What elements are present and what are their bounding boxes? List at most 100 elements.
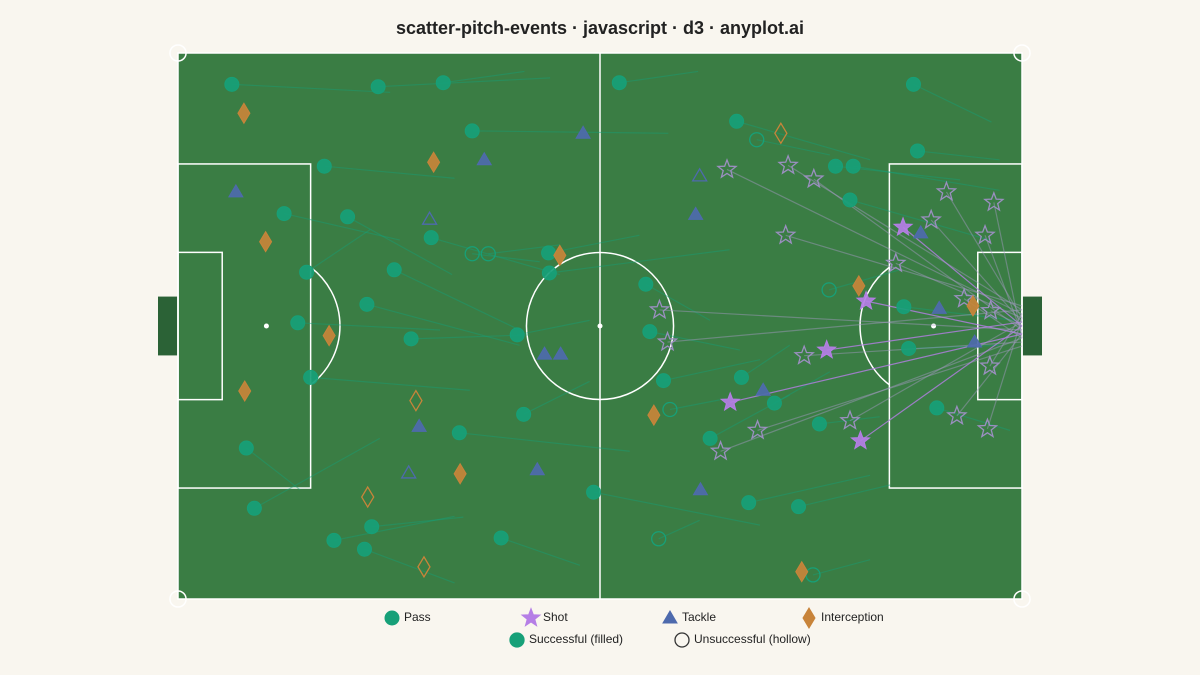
interception-marker — [553, 244, 567, 267]
pass-line — [364, 548, 455, 584]
shot-trajectory — [757, 345, 1023, 431]
pass-line — [306, 229, 371, 273]
pass-marker — [403, 331, 419, 347]
pass-marker — [845, 158, 861, 174]
shot-marker — [719, 391, 741, 412]
pass-marker — [842, 192, 858, 208]
shot-marker — [850, 429, 871, 450]
penalty-spot — [263, 323, 269, 329]
legend-label: Shot — [543, 610, 568, 624]
shot-marker — [793, 344, 815, 365]
pass-marker — [238, 440, 254, 456]
pass-line — [812, 559, 871, 576]
interception-marker — [647, 404, 661, 427]
pass-marker — [901, 340, 917, 356]
tackle-marker — [529, 461, 546, 476]
pass-line — [347, 216, 453, 276]
shot-marker — [777, 154, 799, 175]
pass-line — [748, 474, 871, 504]
tackle-marker — [400, 464, 417, 479]
pass-marker — [276, 206, 292, 222]
interception-marker — [417, 555, 431, 579]
pass-marker — [611, 75, 627, 91]
tackle-marker — [931, 300, 948, 314]
pass-marker — [749, 132, 765, 148]
pass-line — [500, 537, 581, 566]
pass-line — [649, 331, 740, 351]
shot-marker — [803, 167, 825, 189]
pass-marker — [638, 276, 654, 292]
pass-line — [254, 437, 381, 509]
pass-marker — [662, 401, 678, 418]
pass-line — [231, 83, 391, 93]
legend-label: Tackle — [682, 610, 716, 624]
shot-marker — [774, 223, 797, 245]
interception-marker — [237, 102, 251, 125]
tackle-marker — [228, 183, 244, 198]
interception-marker — [966, 294, 980, 317]
pass-line — [245, 447, 301, 491]
legend-label: Interception — [821, 610, 884, 624]
shot-trajectory — [930, 219, 1023, 323]
pass-line — [523, 380, 590, 415]
tackle-marker — [411, 418, 428, 432]
pass-marker — [541, 265, 557, 281]
shot-marker — [648, 298, 671, 320]
shot-trajectory — [659, 309, 1023, 331]
pass-marker — [741, 495, 757, 511]
tackle-marker — [755, 382, 772, 396]
pass-line — [310, 376, 470, 391]
shot-marker — [716, 158, 738, 179]
pass-marker — [791, 499, 807, 515]
pass-marker — [586, 484, 602, 500]
pass-marker — [656, 373, 672, 389]
shot-trajectory — [902, 226, 1023, 327]
pass-marker — [464, 246, 480, 262]
pass-marker — [303, 369, 319, 385]
pass-line — [472, 130, 669, 134]
tackle-marker — [687, 206, 704, 220]
shot-trajectory — [989, 313, 1023, 367]
pass-marker — [910, 143, 926, 159]
pass-line — [549, 249, 730, 274]
shot-marker — [953, 287, 975, 308]
pass-marker — [290, 315, 306, 331]
tackle-marker — [912, 224, 929, 239]
interception-marker — [360, 485, 375, 509]
shot-marker — [816, 339, 838, 359]
tackle-marker — [536, 346, 553, 360]
shot-trajectory — [826, 321, 1023, 351]
pass-marker — [386, 262, 402, 278]
legend-label: Successful (filled) — [529, 632, 623, 646]
tackle-marker — [691, 167, 708, 182]
interception-marker — [852, 274, 866, 297]
event-marks — [224, 75, 1005, 583]
pass-marker — [224, 76, 240, 92]
pass-line — [741, 344, 791, 378]
pass-marker — [356, 541, 372, 557]
event-lines — [231, 70, 1023, 584]
pass-line — [472, 253, 540, 263]
centre-circle — [525, 251, 675, 401]
tackle-marker — [421, 210, 438, 225]
pass-line — [517, 319, 590, 336]
shot-trajectory — [990, 310, 1023, 327]
legend-symbol — [802, 607, 816, 629]
shot-marker — [920, 208, 942, 230]
chart-title: scatter-pitch-events · javascript · d3 ·… — [396, 18, 804, 38]
interception-marker — [322, 324, 336, 347]
shot-trajectory — [726, 168, 1023, 315]
pass-line — [324, 165, 455, 179]
pass-marker — [480, 246, 496, 262]
pass-marker — [811, 416, 827, 432]
pass-line — [459, 432, 630, 452]
tackle-marker — [575, 125, 591, 139]
pass-line — [663, 359, 761, 382]
pass-marker — [516, 406, 532, 422]
pass-line — [283, 213, 400, 241]
pass-marker — [493, 530, 509, 546]
pitch — [158, 44, 1042, 608]
pass-line — [756, 139, 831, 156]
pass-marker — [326, 532, 342, 548]
